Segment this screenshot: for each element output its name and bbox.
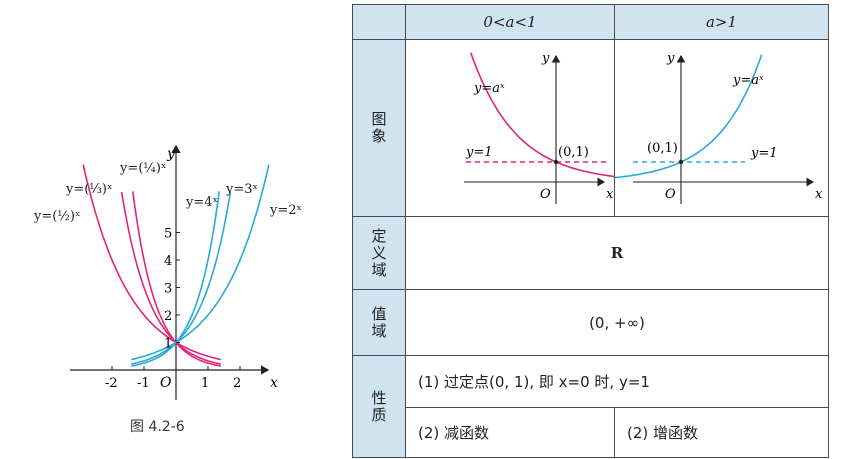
header-row: 0<a<1 a>1 (352, 4, 829, 40)
graph-decreasing: y=aˣ y=1 (0,1) x y O (464, 51, 645, 204)
graph-row: 图象 y=aˣ y=1 (0,1) x y O (352, 39, 829, 217)
header-case1: 0<a<1 (405, 4, 615, 40)
label-three: y=3ˣ (225, 182, 258, 197)
g2-point-label: (0,1) (647, 141, 678, 156)
property-row-1: 性质 (1) 过定点(0, 1), 即 x=0 时, y=1 (352, 355, 829, 458)
figure-caption: 图 4.2-6 (130, 419, 185, 435)
domain-row: 定义域 R (352, 216, 829, 290)
g2-point (678, 159, 684, 165)
curve-three (131, 191, 232, 365)
y-tick-label: 3 (164, 282, 172, 297)
g2-origin: O (665, 187, 676, 202)
g1-origin: O (540, 187, 551, 202)
y-tick-label: 2 (164, 309, 172, 324)
g1-x-label: x (606, 187, 614, 202)
x-tick-label: -1 (137, 376, 150, 391)
curve-four (131, 191, 220, 367)
property-1: (1) 过定点(0, 1), 即 x=0 时, y=1 (405, 355, 829, 408)
graph-increasing: y=aˣ y=1 (0,1) x y O (608, 51, 823, 204)
label-half: y=(½)ˣ (33, 209, 81, 224)
header-case2: a>1 (614, 4, 829, 40)
row-head-property: 性质 (352, 355, 406, 458)
y-tick-label: 5 (164, 227, 172, 242)
y-tick-label: 4 (164, 254, 172, 269)
row-head-graph: 图象 (352, 39, 406, 217)
property-row-2: (2) 减函数 (2) 增函数 (353, 407, 829, 458)
properties-table: 0<a<1 a>1 图象 y=aˣ y=1 (0,1) x y (352, 4, 829, 458)
curve-third (120, 191, 221, 365)
y-axis-label: y (166, 146, 176, 162)
ticks-group: -2 -1 1 2 1 2 3 4 5 (105, 227, 241, 392)
g1-point-label: (0,1) (558, 145, 589, 160)
domain-value: R (405, 216, 829, 290)
exponential-graph: -2 -1 1 2 1 2 3 4 5 x y O y=(½)ˣ y=(⅓)ˣ y=(¼)ˣ y… (33, 144, 302, 400)
curve-two (131, 164, 270, 361)
curves-group (82, 164, 270, 367)
x-tick-label: -2 (105, 376, 118, 391)
row-head-range: 值域 (352, 289, 406, 356)
x-axis-label: x (270, 375, 278, 391)
curve-quarter (132, 191, 221, 367)
x-tick-label: 1 (201, 376, 209, 391)
g2-y-label: y (666, 51, 675, 66)
x-tick-label: 2 (233, 376, 241, 391)
g1-point (553, 159, 559, 165)
property-2a: (2) 减函数 (405, 407, 615, 458)
g2-curve-label: y=aˣ (732, 73, 764, 88)
label-third: y=(⅓)ˣ (65, 182, 113, 197)
label-four: y=4ˣ (185, 195, 218, 210)
label-quarter: y=(¼)ˣ (119, 161, 167, 176)
row-head-domain: 定义域 (352, 216, 406, 290)
curve-half (82, 164, 221, 361)
range-value: (0, +∞) (405, 289, 829, 356)
g1-curve-label: y=aˣ (473, 81, 505, 96)
g1-curve (470, 52, 645, 180)
g2-curve (608, 54, 763, 179)
g2-x-label: x (815, 187, 823, 202)
origin-label: O (160, 375, 172, 391)
property-2b: (2) 增函数 (614, 407, 829, 458)
g1-y-label: y (541, 51, 550, 66)
g1-line-label: y=1 (465, 145, 493, 160)
graph1-cell: y=aˣ y=1 (0,1) x y O (405, 39, 645, 217)
g2-line-label: y=1 (750, 146, 778, 161)
label-two: y=2ˣ (269, 203, 302, 218)
range-row: 值域 (0, +∞) (352, 289, 829, 356)
exponential-functions-figure: -2 -1 1 2 1 2 3 4 5 x y O y=(½)ˣ y=(⅓)ˣ y=(¼)ˣ y… (0, 0, 340, 459)
header-corner (352, 4, 406, 40)
graph2-cell: y=aˣ y=1 (0,1) x y O (608, 39, 829, 217)
y-tick-label: 1 (164, 337, 172, 352)
